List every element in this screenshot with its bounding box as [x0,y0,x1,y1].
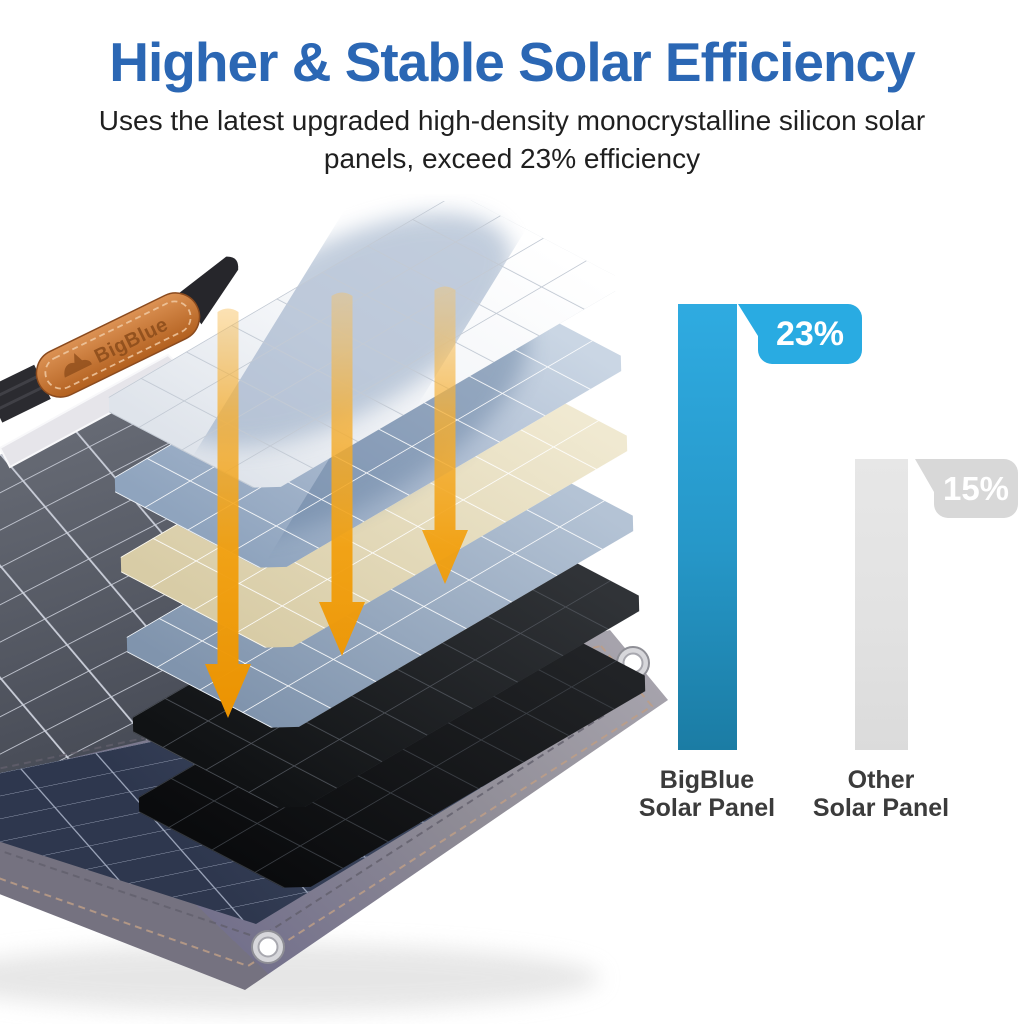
value-bubble-bigblue: 23% [738,304,862,364]
panel-shadow [0,944,600,1012]
page-title: Higher & Stable Solar Efficiency [109,31,915,93]
solar-panel-exploded-illustration: BigBlue [0,200,668,1012]
strap-stitching [44,300,192,390]
bar-label-line-2: Solar Panel [638,794,776,822]
page-subtitle: Uses the latest upgraded high-density mo… [0,102,1024,178]
bubble-notch [915,459,934,492]
bar-label-other: Other Solar Panel [771,766,991,822]
bar-label-bigblue: BigBlue Solar Panel [597,766,817,822]
subtitle-line-2: panels, exceed 23% efficiency [323,143,701,174]
bird-logo-icon [64,353,92,378]
bar-other-solar-panel [855,459,908,750]
bar-label-line-1: BigBlue [659,766,755,794]
bar-label-line-2: Solar Panel [812,794,950,822]
subtitle-line-1: Uses the latest upgraded high-density mo… [98,105,926,136]
bar-bigblue-solar-panel [678,304,737,750]
bubble-value: 23% [758,304,862,364]
down-arrows [205,286,468,718]
bubble-value: 15% [934,459,1018,518]
bubble-notch [738,304,758,336]
down-arrow-left [205,308,251,718]
down-arrow-middle [319,292,365,656]
down-arrow-right [422,286,468,584]
grommet-bottom [251,930,285,964]
value-bubble-other: 15% [915,459,1018,518]
bar-label-line-1: Other [847,766,915,794]
